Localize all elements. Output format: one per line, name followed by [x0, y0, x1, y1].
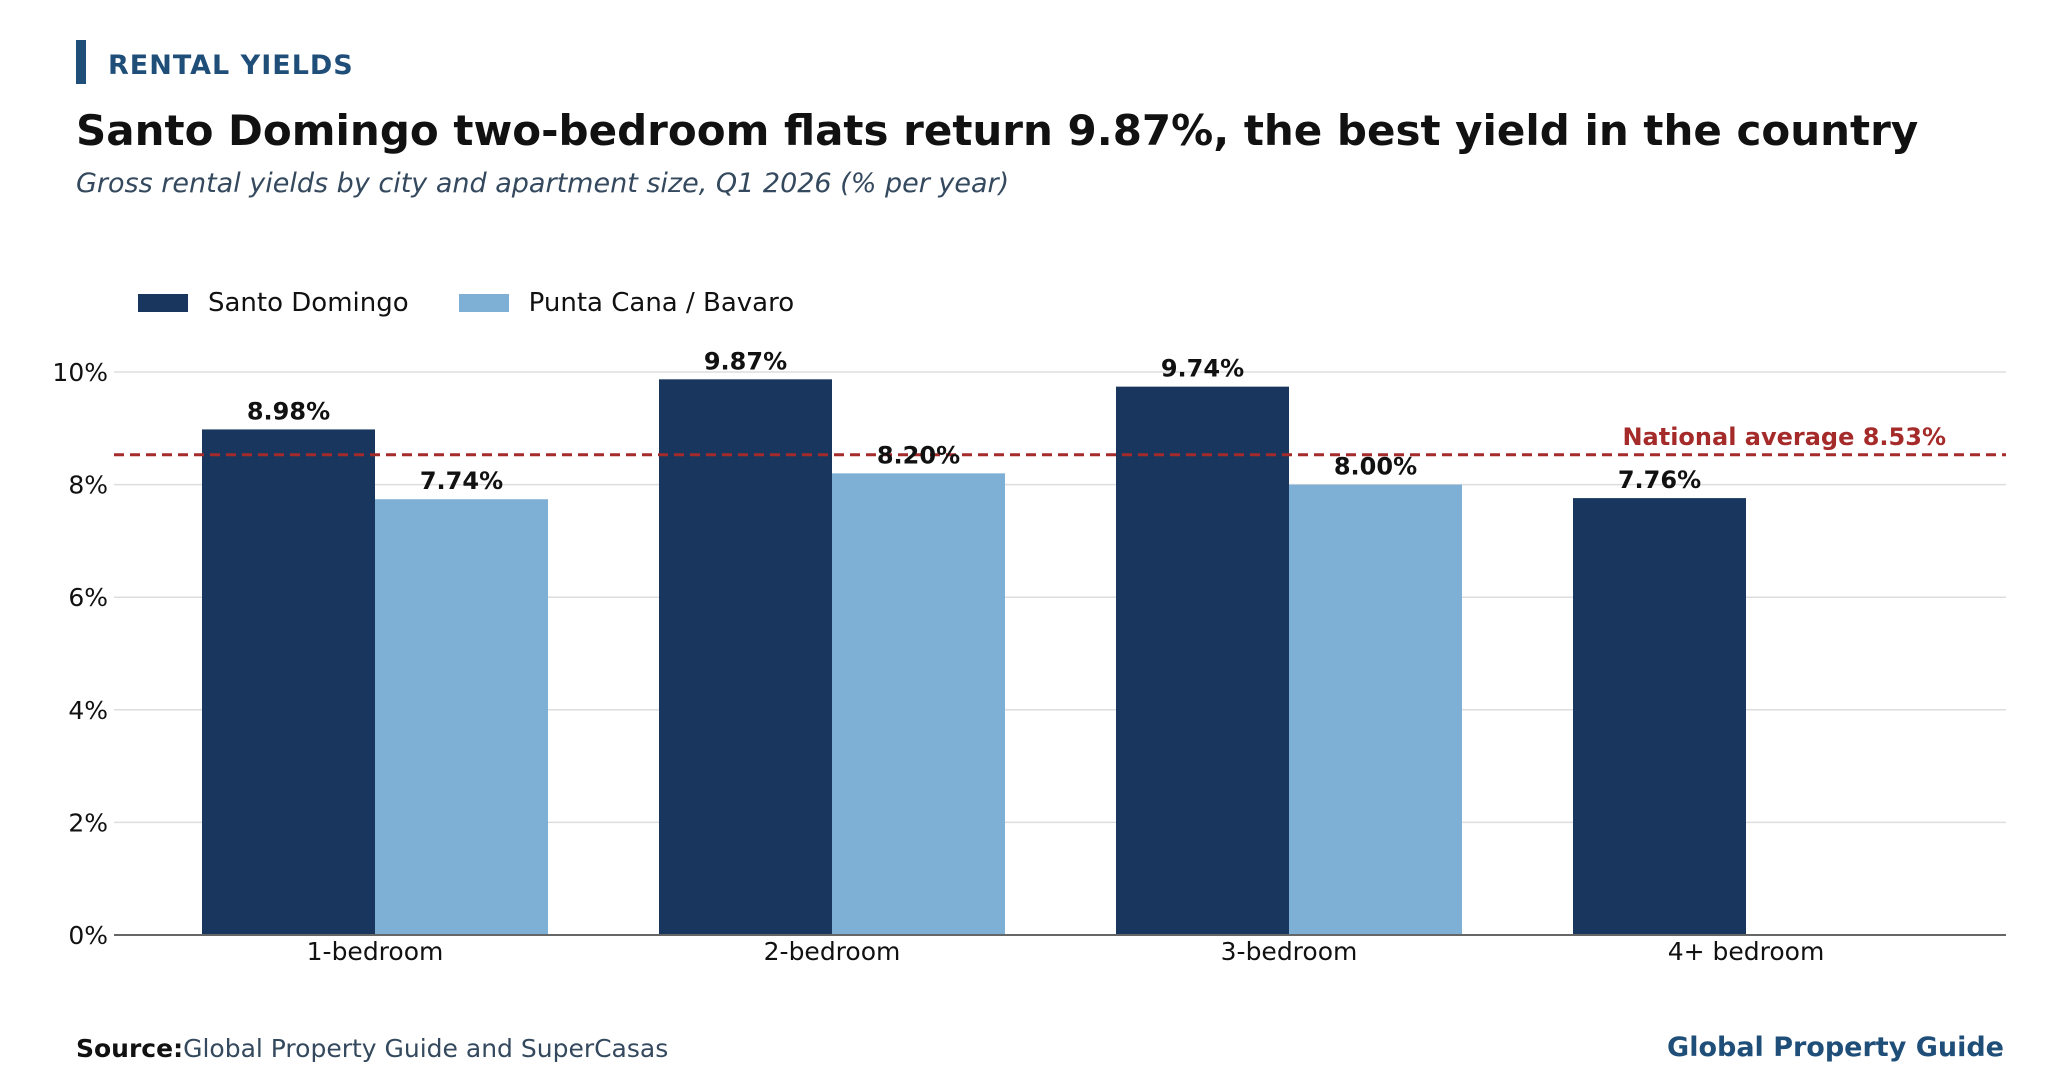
bar	[832, 473, 1005, 935]
chart-title: Santo Domingo two-bedroom flats return 9…	[76, 106, 1919, 155]
bar-value-label: 8.20%	[877, 441, 960, 469]
y-tick-label: 10%	[52, 358, 108, 387]
bar	[1573, 498, 1746, 935]
y-tick-label: 8%	[68, 471, 108, 500]
legend-item-santo-domingo: Santo Domingo	[138, 288, 409, 318]
bar-value-label: 7.76%	[1618, 466, 1701, 494]
bar-value-label: 9.87%	[704, 347, 787, 375]
bar	[1289, 484, 1462, 935]
chart-legend: Santo Domingo Punta Cana / Bavaro	[138, 288, 844, 318]
kicker-label: RENTAL YIELDS	[108, 50, 354, 81]
source-note: Source:Global Property Guide and SuperCa…	[76, 1034, 668, 1063]
legend-swatch-punta-cana	[458, 294, 509, 312]
brand-label: Global Property Guide	[1667, 1032, 2004, 1063]
y-tick-label: 4%	[68, 696, 108, 725]
bar	[202, 429, 375, 935]
legend-label-santo-domingo: Santo Domingo	[208, 288, 409, 318]
bar	[1116, 386, 1289, 935]
legend-item-punta-cana: Punta Cana / Bavaro	[458, 288, 795, 318]
bar-value-label: 7.74%	[420, 467, 503, 495]
source-label: Source:	[76, 1034, 184, 1063]
bar	[659, 379, 832, 936]
y-tick-label: 0%	[68, 921, 108, 950]
bar	[375, 499, 548, 935]
legend-swatch-santo-domingo	[138, 294, 188, 312]
bar-value-label: 9.74%	[1161, 355, 1244, 383]
source-text: Global Property Guide and SuperCasas	[183, 1034, 669, 1063]
y-tick-label: 6%	[68, 583, 108, 612]
x-tick-label: 4+ bedroom	[1668, 937, 1825, 966]
national-average-label: National average 8.53%	[1622, 423, 1946, 451]
chart-subtitle: Gross rental yields by city and apartmen…	[76, 168, 1010, 199]
legend-label-punta-cana: Punta Cana / Bavaro	[528, 288, 795, 318]
kicker-accent-bar	[76, 40, 86, 84]
x-tick-label: 1-bedroom	[307, 937, 444, 966]
x-tick-label: 3-bedroom	[1221, 937, 1358, 966]
x-tick-label: 2-bedroom	[764, 937, 901, 966]
y-tick-label: 2%	[68, 808, 108, 837]
bar-value-label: 8.98%	[247, 397, 330, 425]
bar-value-label: 8.00%	[1334, 453, 1417, 481]
